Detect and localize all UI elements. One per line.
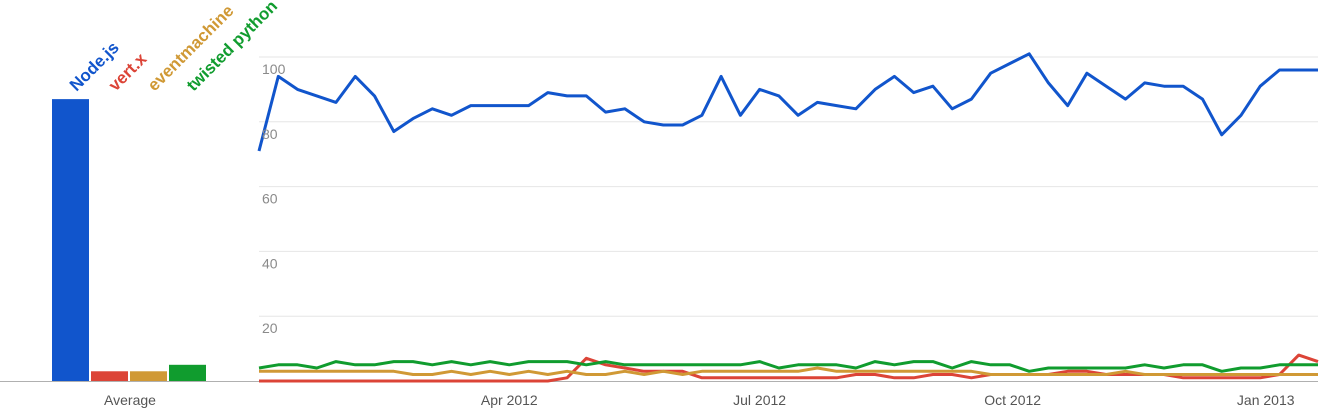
average-label: Average — [104, 392, 156, 408]
avg-bar-node-js — [52, 99, 89, 382]
y-tick-100: 100 — [262, 61, 286, 77]
avg-bar-vert-x — [91, 371, 128, 381]
average-bars — [52, 99, 206, 382]
series-line-twisted-python — [258, 360, 1318, 373]
avg-bar-eventmachine — [130, 371, 167, 381]
x-tick-labels: Apr 2012 Jul 2012 Oct 2012 Jan 2013 — [481, 392, 1295, 408]
x-tick-jul-2012: Jul 2012 — [733, 392, 786, 408]
series-line-node-js — [257, 52, 1318, 152]
avg-bar-twisted-python — [169, 364, 206, 381]
series-lines — [257, 52, 1319, 383]
y-tick-40: 40 — [262, 255, 278, 271]
x-tick-jan-2013: Jan 2013 — [1237, 392, 1295, 408]
x-tick-apr-2012: Apr 2012 — [481, 392, 538, 408]
x-tick-oct-2012: Oct 2012 — [984, 392, 1041, 408]
y-tick-20: 20 — [262, 320, 278, 336]
y-tick-labels: 20 40 60 80 100 — [262, 61, 286, 336]
series-line-eventmachine — [259, 366, 1318, 376]
y-tick-60: 60 — [262, 191, 278, 207]
grid-layer — [0, 56, 1318, 382]
y-tick-80: 80 — [262, 126, 278, 142]
